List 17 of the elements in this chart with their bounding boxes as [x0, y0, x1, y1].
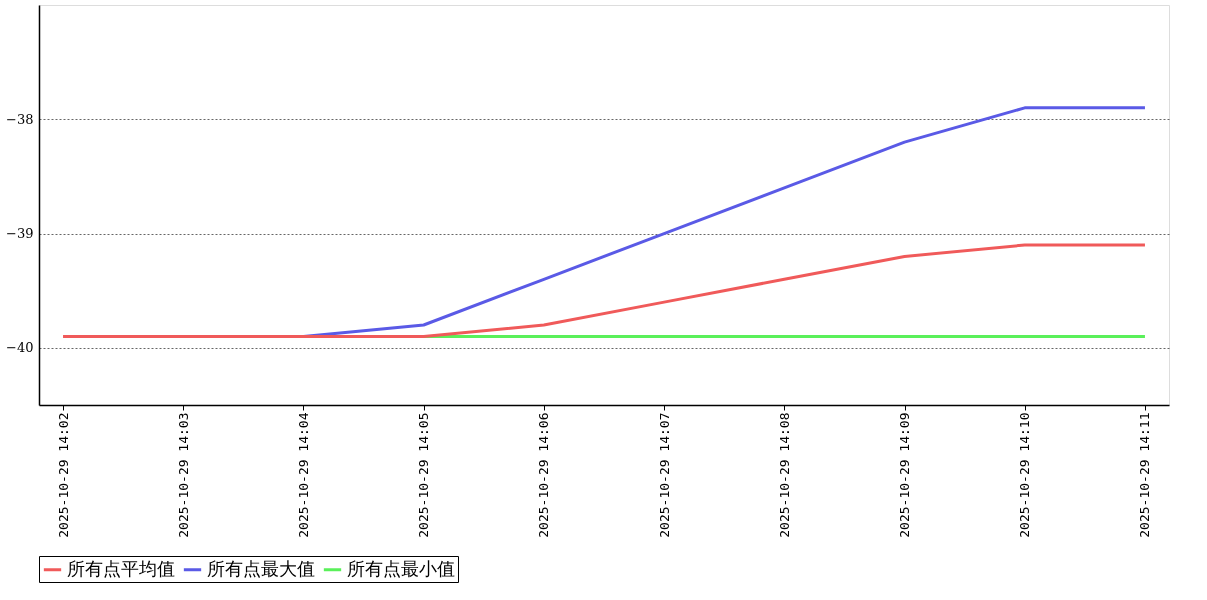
x-tick-label: 2025-10-29 14:11 [1137, 412, 1153, 538]
y-tick-label: −40 [6, 340, 34, 356]
legend-label: 所有点最小值 [347, 557, 455, 579]
x-tick-label: 2025-10-29 14:02 [55, 412, 71, 538]
x-tick-label: 2025-10-29 14:04 [295, 412, 311, 538]
y-tick-label: −38 [6, 111, 34, 127]
y-tick-label: −39 [6, 226, 34, 242]
x-tick-label: 2025-10-29 14:10 [1017, 412, 1033, 538]
legend-label: 所有点最大值 [207, 557, 315, 579]
x-tick-label: 2025-10-29 14:03 [175, 412, 191, 538]
x-tick-label: 2025-10-29 14:05 [416, 412, 432, 538]
legend-label: 所有点平均值 [67, 557, 175, 579]
x-tick-label: 2025-10-29 14:06 [536, 412, 552, 538]
x-tick-label: 2025-10-29 14:08 [776, 412, 792, 538]
x-tick-label: 2025-10-29 14:07 [656, 412, 672, 538]
line-series [61, 243, 1147, 338]
x-tick-label: 2025-10-29 14:09 [897, 412, 913, 538]
